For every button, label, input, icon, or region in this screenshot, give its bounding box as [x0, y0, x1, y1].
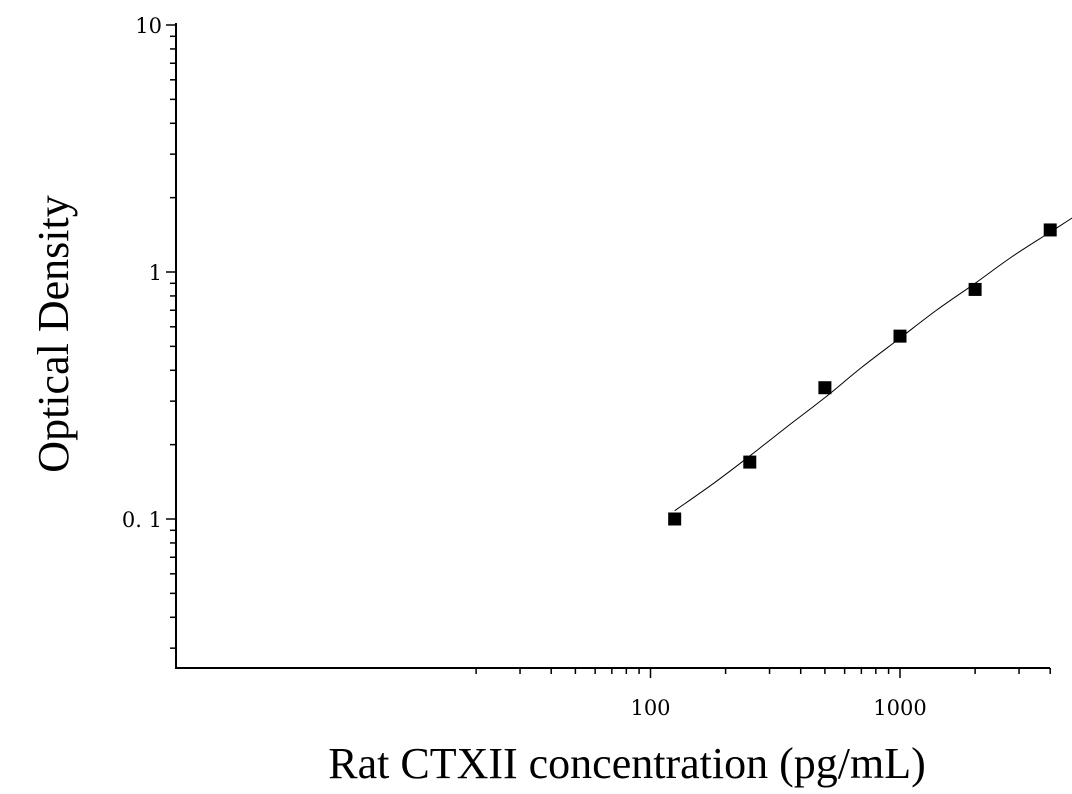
y-axis-title: Optical Density [29, 195, 78, 472]
data-point [743, 455, 757, 469]
x-axis-title: Rat CTXII concentration (pg/mL) [328, 739, 925, 788]
x-tick-label: 1000 [873, 696, 926, 720]
y-tick-label: 1 [149, 261, 162, 285]
data-point [818, 381, 832, 395]
y-tick-label: 0. 1 [122, 508, 162, 532]
ticks [166, 24, 1051, 678]
data-point [1043, 223, 1057, 237]
fit-curve-line [674, 217, 1072, 512]
data-point [968, 282, 982, 296]
data-points [668, 223, 1057, 526]
x-tick-label: 100 [630, 696, 670, 720]
axes [175, 23, 1050, 669]
data-point [893, 329, 907, 343]
data-point [668, 512, 682, 526]
y-tick-label: 10 [135, 14, 162, 38]
